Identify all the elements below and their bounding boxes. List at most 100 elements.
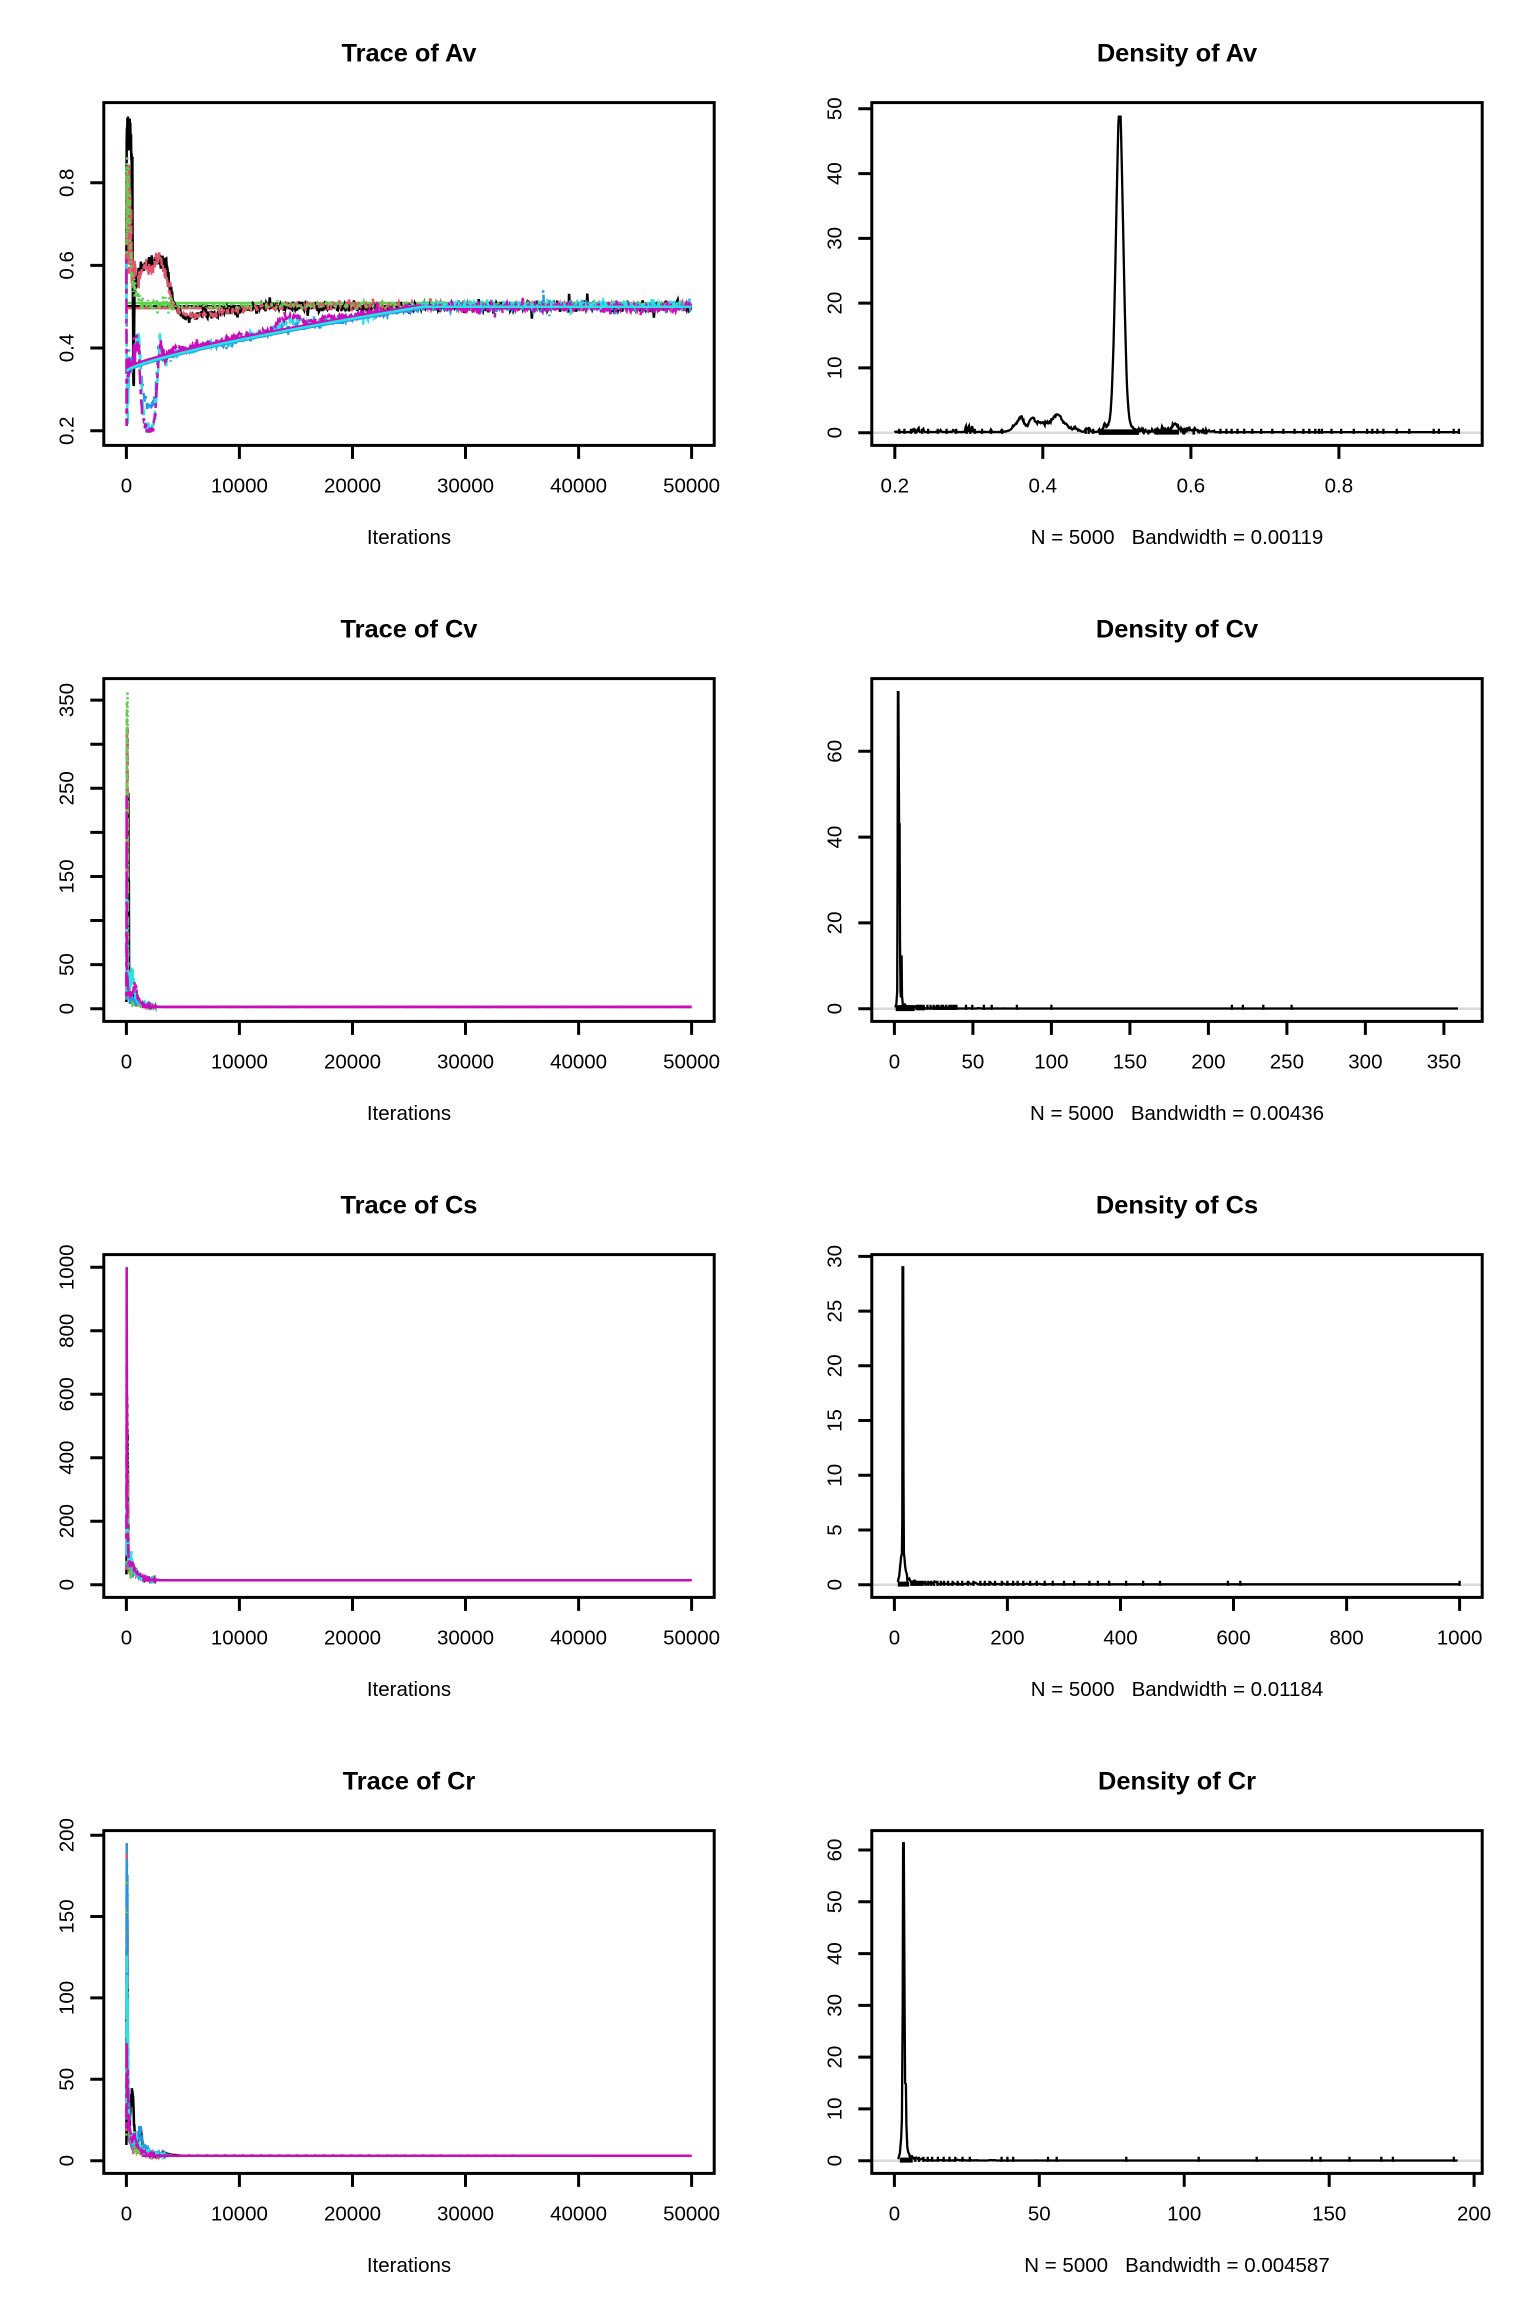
svg-text:1000: 1000 xyxy=(1437,1626,1483,1649)
svg-text:0.2: 0.2 xyxy=(881,474,910,497)
svg-text:30000: 30000 xyxy=(437,1050,494,1073)
svg-text:40000: 40000 xyxy=(550,474,607,497)
svg-text:50000: 50000 xyxy=(663,2202,720,2225)
svg-text:0: 0 xyxy=(824,1003,847,1014)
svg-text:50000: 50000 xyxy=(663,1626,720,1649)
svg-text:20: 20 xyxy=(824,2046,847,2069)
svg-text:50: 50 xyxy=(824,97,847,120)
svg-text:40: 40 xyxy=(824,162,847,185)
svg-text:0.4: 0.4 xyxy=(56,334,79,363)
svg-text:40: 40 xyxy=(824,826,847,849)
svg-text:150: 150 xyxy=(56,859,79,893)
svg-text:0: 0 xyxy=(824,427,847,438)
svg-text:350: 350 xyxy=(1427,1050,1461,1073)
svg-text:0: 0 xyxy=(889,1626,900,1649)
svg-text:150: 150 xyxy=(1113,1050,1147,1073)
svg-text:Density of Av: Density of Av xyxy=(1097,40,1258,68)
svg-text:20: 20 xyxy=(824,292,847,315)
svg-text:20000: 20000 xyxy=(324,2202,381,2225)
svg-text:40000: 40000 xyxy=(550,1626,607,1649)
svg-text:50: 50 xyxy=(961,1050,984,1073)
svg-text:0: 0 xyxy=(121,2202,132,2225)
svg-text:100: 100 xyxy=(1167,2202,1201,2225)
svg-text:10000: 10000 xyxy=(211,474,268,497)
svg-text:N = 5000 Bandwidth = 0.00458: N = 5000 Bandwidth = 0.004587 xyxy=(1024,2254,1329,2277)
svg-text:Trace of Cr: Trace of Cr xyxy=(343,1768,476,1796)
svg-text:40: 40 xyxy=(824,1942,847,1965)
svg-text:200: 200 xyxy=(56,1504,79,1538)
svg-text:400: 400 xyxy=(56,1441,79,1475)
svg-text:30000: 30000 xyxy=(437,2202,494,2225)
svg-text:200: 200 xyxy=(990,1626,1024,1649)
svg-text:20: 20 xyxy=(824,911,847,934)
svg-text:60: 60 xyxy=(824,740,847,763)
svg-text:30000: 30000 xyxy=(437,1626,494,1649)
svg-text:20: 20 xyxy=(824,1354,847,1377)
svg-text:Iterations: Iterations xyxy=(367,1678,451,1701)
svg-text:600: 600 xyxy=(56,1377,79,1411)
svg-text:800: 800 xyxy=(1329,1626,1363,1649)
svg-text:30: 30 xyxy=(824,227,847,250)
svg-text:N = 5000 Bandwidth = 0.01184: N = 5000 Bandwidth = 0.01184 xyxy=(1031,1678,1324,1701)
svg-text:0.2: 0.2 xyxy=(56,416,79,445)
svg-text:N = 5000 Bandwidth = 0.00119: N = 5000 Bandwidth = 0.00119 xyxy=(1031,526,1324,549)
svg-text:0: 0 xyxy=(56,1579,79,1590)
svg-text:50: 50 xyxy=(1028,2202,1051,2225)
svg-text:10000: 10000 xyxy=(211,1050,268,1073)
svg-text:0.6: 0.6 xyxy=(56,251,79,280)
svg-text:0: 0 xyxy=(56,1003,79,1014)
svg-text:10: 10 xyxy=(824,356,847,379)
svg-text:0: 0 xyxy=(824,2155,847,2166)
svg-text:Density of Cs: Density of Cs xyxy=(1096,1192,1258,1220)
svg-text:50: 50 xyxy=(56,2068,79,2091)
svg-text:30: 30 xyxy=(824,1245,847,1268)
svg-text:600: 600 xyxy=(1216,1626,1250,1649)
svg-text:400: 400 xyxy=(1103,1626,1137,1649)
svg-text:Trace of Av: Trace of Av xyxy=(342,40,478,68)
svg-text:20000: 20000 xyxy=(324,1050,381,1073)
svg-text:200: 200 xyxy=(1191,1050,1225,1073)
svg-text:100: 100 xyxy=(1034,1050,1068,1073)
svg-text:200: 200 xyxy=(56,1818,79,1852)
svg-text:0: 0 xyxy=(889,2202,900,2225)
svg-text:800: 800 xyxy=(56,1314,79,1348)
svg-text:5: 5 xyxy=(824,1524,847,1535)
svg-text:0: 0 xyxy=(121,1626,132,1649)
svg-text:20000: 20000 xyxy=(324,474,381,497)
svg-text:10000: 10000 xyxy=(211,2202,268,2225)
svg-text:Density of Cv: Density of Cv xyxy=(1096,616,1259,644)
svg-text:0: 0 xyxy=(824,1579,847,1590)
svg-text:300: 300 xyxy=(1348,1050,1382,1073)
svg-text:60: 60 xyxy=(824,1839,847,1862)
svg-text:40000: 40000 xyxy=(550,1050,607,1073)
svg-text:0.8: 0.8 xyxy=(1325,474,1354,497)
svg-text:10: 10 xyxy=(824,2097,847,2120)
svg-text:25: 25 xyxy=(824,1300,847,1323)
svg-text:50000: 50000 xyxy=(663,474,720,497)
svg-text:0.8: 0.8 xyxy=(56,169,79,198)
svg-text:Trace of Cv: Trace of Cv xyxy=(341,616,479,644)
svg-text:250: 250 xyxy=(1270,1050,1304,1073)
svg-text:0.6: 0.6 xyxy=(1177,474,1206,497)
svg-text:0: 0 xyxy=(56,2155,79,2166)
svg-text:40000: 40000 xyxy=(550,2202,607,2225)
svg-text:150: 150 xyxy=(1312,2202,1346,2225)
svg-text:10000: 10000 xyxy=(211,1626,268,1649)
svg-text:50: 50 xyxy=(56,953,79,976)
svg-text:Trace of Cs: Trace of Cs xyxy=(341,1192,478,1220)
svg-text:50: 50 xyxy=(824,1890,847,1913)
svg-text:N = 5000 Bandwidth = 0.00436: N = 5000 Bandwidth = 0.00436 xyxy=(1030,1102,1324,1125)
svg-text:30: 30 xyxy=(824,1994,847,2017)
svg-text:Density of Cr: Density of Cr xyxy=(1098,1768,1256,1796)
svg-text:30000: 30000 xyxy=(437,474,494,497)
svg-text:Iterations: Iterations xyxy=(367,526,451,549)
svg-text:Iterations: Iterations xyxy=(367,2254,451,2277)
svg-text:350: 350 xyxy=(56,683,79,717)
svg-text:0: 0 xyxy=(889,1050,900,1073)
svg-text:250: 250 xyxy=(56,771,79,805)
svg-text:200: 200 xyxy=(1457,2202,1491,2225)
svg-text:0: 0 xyxy=(121,474,132,497)
svg-text:15: 15 xyxy=(824,1409,847,1432)
svg-text:50000: 50000 xyxy=(663,1050,720,1073)
svg-text:10: 10 xyxy=(824,1464,847,1487)
